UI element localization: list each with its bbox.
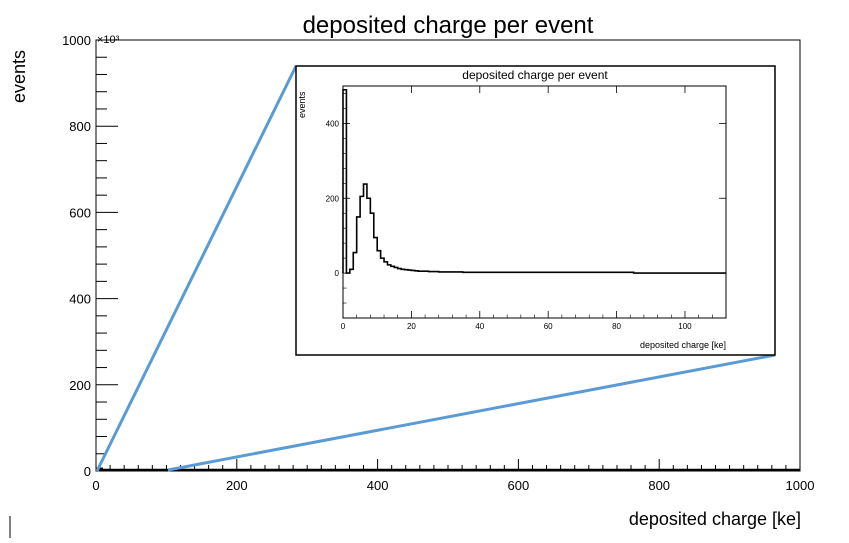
inset-title: deposited charge per event bbox=[462, 68, 608, 82]
x-tick-label: 0 bbox=[92, 478, 99, 493]
inset-y-axis-title: events bbox=[297, 91, 307, 118]
x-tick-label: 800 bbox=[648, 478, 670, 493]
x-tick-label: 400 bbox=[367, 478, 389, 493]
inset-x-tick-label: 20 bbox=[407, 322, 416, 331]
y-tick-label: 0 bbox=[84, 464, 91, 479]
x-axis-title: deposited charge [ke] bbox=[629, 509, 801, 529]
inset-y-tick-label: 200 bbox=[326, 194, 340, 203]
inset-x-tick-label: 60 bbox=[544, 322, 553, 331]
x-tick-label: 600 bbox=[508, 478, 530, 493]
y-tick-label: 1000 bbox=[62, 33, 91, 48]
x-tick-label: 1000 bbox=[786, 478, 815, 493]
inset-x-tick-label: 100 bbox=[678, 322, 692, 331]
inset-x-axis-title: deposited charge [ke] bbox=[640, 340, 726, 350]
inset-histogram-line bbox=[342, 88, 726, 274]
zoom-line-lower bbox=[167, 353, 776, 472]
inset-histogram bbox=[342, 88, 726, 274]
inset-x-tick-label: 80 bbox=[612, 322, 621, 331]
y-tick-label: 600 bbox=[69, 205, 91, 220]
inset-y-tick-label: 0 bbox=[335, 269, 340, 278]
inset-x-tick-label: 0 bbox=[341, 322, 346, 331]
main-histogram bbox=[96, 467, 800, 472]
y-axis-title: events bbox=[9, 50, 29, 103]
main-title: deposited charge per event bbox=[303, 12, 594, 39]
inset-frame bbox=[295, 65, 776, 356]
y-tick-label: 800 bbox=[69, 119, 91, 134]
inset-axes: 0 20 40 60 80 100 0 200 400 bbox=[326, 86, 727, 331]
y-tick-label: 200 bbox=[69, 378, 91, 393]
inset-y-tick-label: 400 bbox=[326, 119, 340, 128]
x-tick-label: 200 bbox=[226, 478, 248, 493]
inset-x-tick-label: 40 bbox=[475, 322, 484, 331]
y-tick-label: 400 bbox=[69, 292, 91, 307]
zoom-line-upper bbox=[95, 65, 298, 472]
